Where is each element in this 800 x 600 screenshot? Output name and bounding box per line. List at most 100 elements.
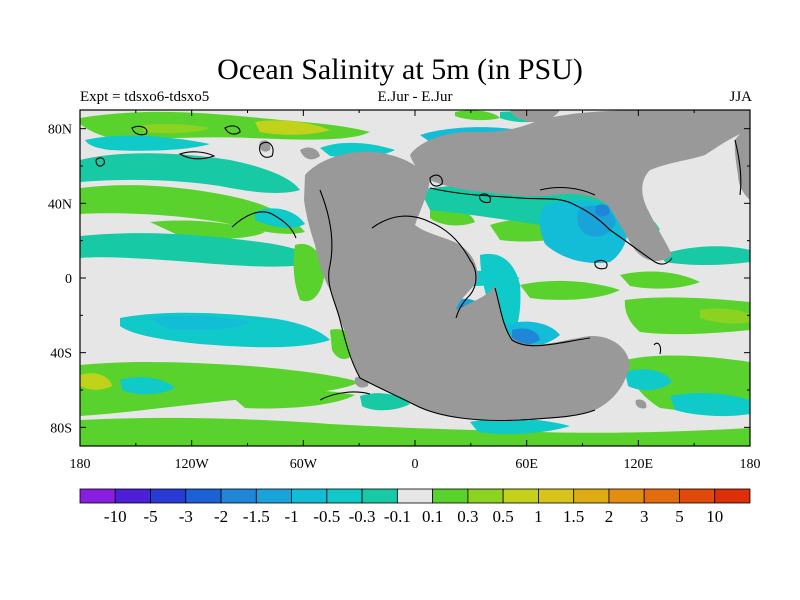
coastline bbox=[479, 193, 491, 204]
positive-anomaly-patch bbox=[80, 373, 112, 390]
negative-anomaly-patch bbox=[80, 233, 320, 267]
antarctic-fragment-landmass bbox=[300, 147, 320, 160]
colorbar-label: 0.1 bbox=[422, 507, 443, 526]
colorbar-swatch bbox=[361, 488, 398, 504]
colorbar-swatch bbox=[220, 488, 257, 504]
colorbar-swatch bbox=[573, 488, 610, 504]
land-masses bbox=[259, 110, 750, 421]
positive-anomaly-patch bbox=[293, 243, 325, 302]
x-tick-label: 120E bbox=[624, 457, 654, 472]
negative-anomaly-patch bbox=[470, 418, 570, 434]
positive-anomaly-patch bbox=[80, 185, 305, 234]
colorbar-swatch bbox=[114, 488, 151, 504]
positive-anomaly-patch bbox=[700, 308, 750, 324]
negative-anomaly-patch bbox=[80, 153, 300, 193]
season-label: JJA bbox=[729, 89, 752, 105]
island-landmass bbox=[635, 399, 647, 409]
colorbar-label: 2 bbox=[605, 507, 614, 526]
coastline bbox=[734, 139, 742, 196]
positive-anomaly-patch bbox=[255, 120, 330, 135]
colorbar-label: -2 bbox=[214, 507, 228, 526]
x-tick-label: 180 bbox=[740, 457, 761, 472]
colorbar-swatch bbox=[643, 488, 680, 504]
colorbar-label: -1 bbox=[284, 507, 298, 526]
colorbar-label: -10 bbox=[104, 507, 127, 526]
colorbar-swatch bbox=[502, 488, 539, 504]
colorbar-swatch bbox=[291, 488, 328, 504]
positive-anomaly-patch bbox=[520, 280, 620, 300]
negative-anomaly-patch bbox=[660, 246, 750, 265]
colorbar-label: 0.5 bbox=[493, 507, 514, 526]
positive-anomaly-patch bbox=[455, 110, 500, 121]
negative-anomaly-patch bbox=[670, 393, 750, 417]
colorbar-swatch bbox=[467, 488, 504, 504]
positive-anomaly-patch bbox=[140, 123, 210, 134]
positive-anomaly-patch bbox=[230, 389, 355, 409]
coastline bbox=[594, 259, 608, 270]
negative-anomaly-patch bbox=[150, 315, 250, 330]
east-asia-landmass bbox=[734, 128, 750, 200]
coastline bbox=[319, 391, 371, 401]
colorbar-swatch bbox=[714, 488, 751, 504]
colorbar-label: 1.5 bbox=[563, 507, 584, 526]
x-tick-label: 60W bbox=[290, 457, 318, 472]
positive-anomaly-patch bbox=[80, 362, 360, 416]
coastline bbox=[429, 187, 673, 265]
coastline bbox=[429, 174, 443, 187]
colorbar-swatch bbox=[679, 488, 716, 504]
y-tick-label: 80S bbox=[50, 421, 72, 436]
y-tick-label: 0 bbox=[65, 272, 72, 287]
negative-anomaly-patch bbox=[512, 328, 540, 345]
colorbar-swatch bbox=[185, 488, 222, 504]
coastline bbox=[539, 186, 596, 196]
x-tick-label: 120W bbox=[175, 457, 210, 472]
colorbar-label: 5 bbox=[675, 507, 684, 526]
colorbar-label: 10 bbox=[706, 507, 723, 526]
x-tick-label: 180 bbox=[70, 457, 91, 472]
coastline bbox=[494, 287, 591, 347]
negative-anomaly-patch bbox=[120, 377, 175, 395]
colorbar-label: -3 bbox=[179, 507, 193, 526]
positive-anomaly-patch bbox=[80, 417, 750, 446]
colorbar-swatch bbox=[538, 488, 575, 504]
coastline bbox=[653, 342, 662, 355]
coastline bbox=[131, 125, 148, 136]
coastline bbox=[178, 151, 216, 160]
colorbar-label: -0.5 bbox=[313, 507, 340, 526]
colorbar-label: -0.3 bbox=[349, 507, 376, 526]
axis-ticks bbox=[79, 110, 751, 446]
positive-anomaly-patch bbox=[620, 271, 700, 289]
colorbar bbox=[79, 488, 751, 504]
colorbar-label: 0.3 bbox=[457, 507, 478, 526]
period-label: E.Jur - E.Jur bbox=[377, 89, 453, 105]
negative-anomaly-patch bbox=[625, 369, 672, 391]
x-axis-tick-labels: 180 120W 60W 0 60E 120E 180 bbox=[70, 457, 761, 472]
colorbar-swatch bbox=[79, 488, 116, 504]
colorbar-labels: -10 -5 -3 -2 -1.5 -1 -0.5 -0.3 -0.1 0.1 0.3 0.5 1 1.5… bbox=[104, 507, 723, 526]
coastlines bbox=[95, 125, 742, 422]
laurasia-north-landmass bbox=[410, 110, 750, 262]
positive-anomaly-patch bbox=[624, 297, 750, 335]
negative-anomaly-patch bbox=[255, 208, 305, 228]
colorbar-swatch bbox=[396, 488, 434, 504]
y-tick-label: 40N bbox=[48, 197, 72, 212]
colorbar-swatch bbox=[255, 488, 292, 504]
colorbar-swatch bbox=[326, 488, 363, 504]
negative-anomaly-patch bbox=[85, 135, 210, 151]
chart-title: Ocean Salinity at 5m (in PSU) bbox=[217, 53, 583, 86]
coastline bbox=[371, 215, 477, 319]
map-area bbox=[80, 110, 750, 446]
experiment-label: Expt = tdsxo6-tdsxo5 bbox=[80, 89, 210, 105]
coastline bbox=[224, 125, 241, 135]
x-tick-label: 60E bbox=[515, 457, 538, 472]
negative-anomaly-patch bbox=[360, 393, 410, 411]
colorbar-label: -1.5 bbox=[243, 507, 270, 526]
y-tick-label: 40S bbox=[50, 347, 72, 362]
colorbar-label: 3 bbox=[640, 507, 649, 526]
colorbar-label: 1 bbox=[534, 507, 543, 526]
island-landmass bbox=[354, 376, 369, 388]
pangaea-landmass bbox=[304, 151, 630, 421]
coastline bbox=[231, 211, 297, 239]
colorbar-swatch bbox=[608, 488, 645, 504]
